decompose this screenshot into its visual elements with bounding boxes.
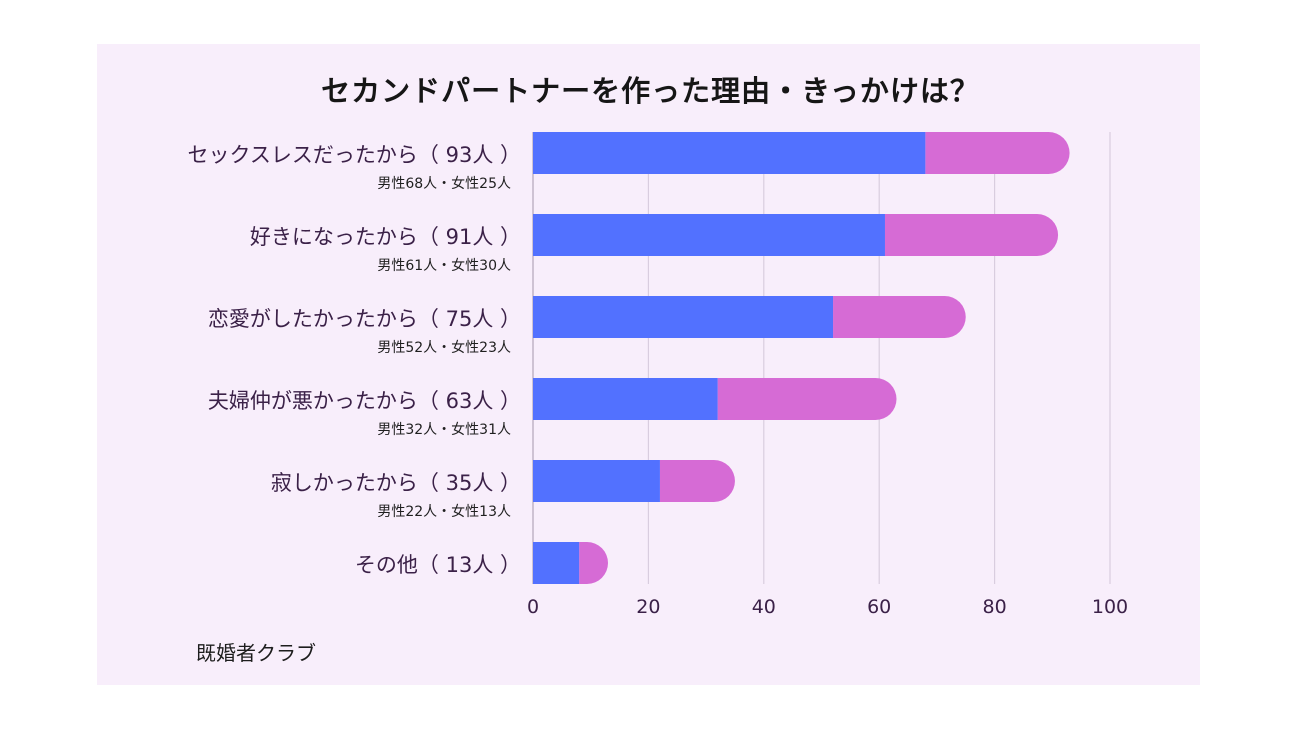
bar-segment-male xyxy=(533,542,580,584)
x-tick-label: 0 xyxy=(527,596,539,618)
x-tick-label: 100 xyxy=(1092,596,1128,618)
category-sublabel: 男性32人・女性31人 xyxy=(377,422,511,438)
category-label: セックスレスだったから（ 93人 ） xyxy=(187,143,521,167)
bar-segment-female xyxy=(833,296,966,338)
bar-segment-male xyxy=(533,296,834,338)
x-tick-label: 60 xyxy=(867,596,891,618)
bar-segment-female xyxy=(925,132,1070,174)
category-sublabel: 男性61人・女性30人 xyxy=(377,258,511,274)
bar-segment-female xyxy=(579,542,609,584)
category-label: 夫婦仲が悪かったから（ 63人 ） xyxy=(207,389,521,413)
bar-segment-female xyxy=(884,214,1059,256)
category-sublabel: 男性68人・女性25人 xyxy=(377,176,511,192)
bar-segment-male xyxy=(533,378,718,420)
category-label: 好きになったから（ 91人 ） xyxy=(249,225,521,249)
x-tick-label: 20 xyxy=(636,596,660,618)
x-tick-label: 80 xyxy=(983,596,1007,618)
bar-segment-male xyxy=(533,460,660,502)
category-label: 恋愛がしたかったから（ 75人 ） xyxy=(207,307,521,331)
bar-segment-male xyxy=(533,132,926,174)
x-tick-label: 40 xyxy=(752,596,776,618)
bar-segment-male xyxy=(533,214,885,256)
bar-segment-female xyxy=(717,378,897,420)
source-label: 既婚者クラブ xyxy=(196,641,316,665)
category-sublabel: 男性52人・女性23人 xyxy=(377,340,511,356)
category-sublabel: 男性22人・女性13人 xyxy=(377,504,511,520)
category-label: 寂しかったから（ 35人 ） xyxy=(270,471,521,495)
chart-title: セカンドパートナーを作った理由・きっかけは？ xyxy=(321,74,980,108)
bar-segment-female xyxy=(659,460,735,502)
category-label: その他（ 13人 ） xyxy=(354,553,521,577)
